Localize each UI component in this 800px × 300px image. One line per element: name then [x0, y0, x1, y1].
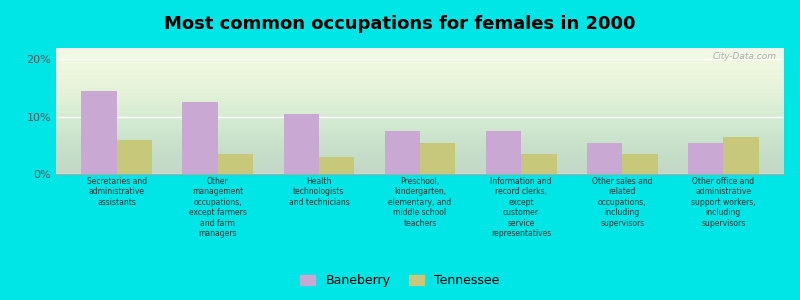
- Bar: [587, 142, 622, 174]
- Text: Most common occupations for females in 2000: Most common occupations for females in 2…: [164, 15, 636, 33]
- Text: City-Data.com: City-Data.com: [713, 52, 777, 61]
- Text: Health
technologists
and technicians: Health technologists and technicians: [289, 177, 350, 207]
- Bar: [182, 102, 218, 174]
- Bar: [420, 142, 455, 174]
- Bar: [283, 114, 319, 174]
- Bar: [723, 137, 758, 174]
- Bar: [385, 131, 420, 174]
- Bar: [521, 154, 557, 174]
- Bar: [622, 154, 658, 174]
- Legend: Baneberry, Tennessee: Baneberry, Tennessee: [297, 270, 503, 291]
- Text: Other office and
administrative
support workers,
including
supervisors: Other office and administrative support …: [691, 177, 756, 228]
- Text: Secretaries and
administrative
assistants: Secretaries and administrative assistant…: [86, 177, 146, 207]
- Text: Other sales and
related
occupations,
including
supervisors: Other sales and related occupations, inc…: [592, 177, 653, 228]
- Bar: [486, 131, 521, 174]
- Text: Preschool,
kindergarten,
elementary, and
middle school
teachers: Preschool, kindergarten, elementary, and…: [388, 177, 452, 228]
- Bar: [319, 157, 354, 174]
- Bar: [688, 142, 723, 174]
- Bar: [218, 154, 253, 174]
- Bar: [82, 91, 117, 174]
- Text: Other
management
occupations,
except farmers
and farm
managers: Other management occupations, except far…: [189, 177, 246, 238]
- Bar: [117, 140, 152, 174]
- Text: Information and
record clerks,
except
customer
service
representatives: Information and record clerks, except cu…: [490, 177, 552, 238]
